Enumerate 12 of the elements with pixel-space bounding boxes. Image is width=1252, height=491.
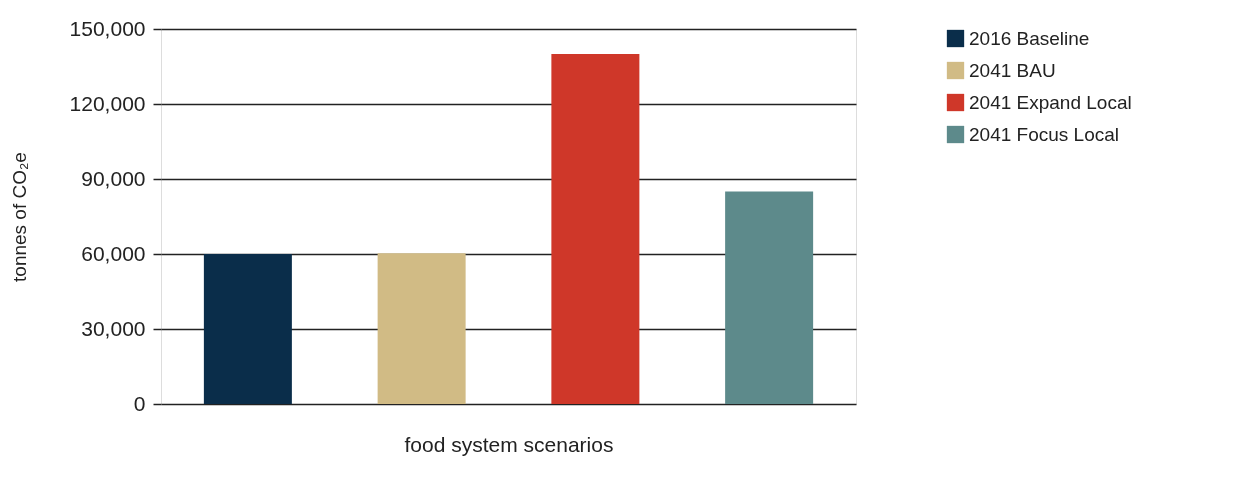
y-tick-label: 60,000 [81, 241, 146, 265]
x-axis-title: food system scenarios [404, 432, 614, 456]
legend-label: 2041 BAU [969, 59, 1056, 81]
y-axis-title: tonnes of CO₂e [8, 152, 30, 282]
y-tick-label: 0 [133, 391, 146, 415]
legend-label: 2041 Expand Local [969, 91, 1132, 113]
y-tick-label: 90,000 [81, 166, 146, 190]
y-tick-label: 30,000 [81, 316, 146, 340]
legend-label: 2016 Baseline [969, 27, 1090, 49]
y-tick-label: 150,000 [69, 16, 146, 40]
legend-label: 2041 Focus Local [969, 123, 1119, 145]
y-tick-label: 120,000 [69, 91, 146, 115]
